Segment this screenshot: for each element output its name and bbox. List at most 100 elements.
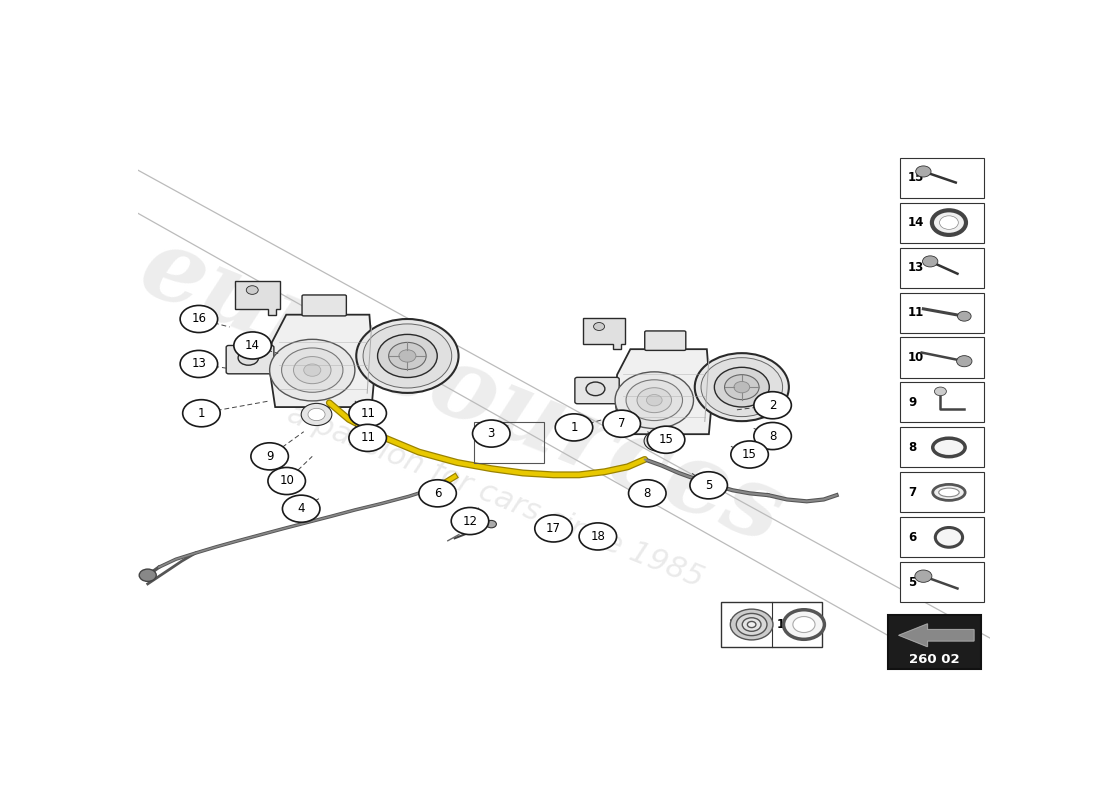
Circle shape (742, 618, 761, 631)
Bar (474, 422, 544, 462)
Circle shape (935, 387, 946, 396)
Circle shape (238, 350, 258, 365)
Ellipse shape (933, 484, 965, 501)
Bar (901, 472, 984, 513)
Bar (901, 427, 984, 467)
Text: 5: 5 (705, 479, 713, 492)
Text: 260 02: 260 02 (910, 653, 960, 666)
Circle shape (754, 392, 791, 418)
Circle shape (556, 414, 593, 441)
Text: 7: 7 (618, 418, 626, 430)
Circle shape (473, 420, 510, 447)
Circle shape (349, 424, 386, 451)
Circle shape (628, 480, 666, 507)
Circle shape (356, 319, 459, 393)
Text: 18: 18 (728, 618, 745, 631)
Text: 7: 7 (909, 486, 916, 499)
Circle shape (637, 388, 671, 413)
Text: 15: 15 (659, 434, 673, 446)
Text: 8: 8 (909, 441, 916, 454)
Circle shape (793, 617, 815, 633)
FancyBboxPatch shape (645, 331, 685, 350)
Circle shape (301, 403, 332, 426)
Text: 9: 9 (909, 396, 916, 409)
Text: 17: 17 (546, 522, 561, 535)
Text: 11: 11 (360, 431, 375, 444)
Circle shape (783, 610, 824, 639)
Circle shape (645, 430, 672, 451)
Circle shape (251, 443, 288, 470)
Text: 6: 6 (433, 487, 441, 500)
Circle shape (714, 367, 769, 407)
Bar (722, 602, 822, 646)
Circle shape (388, 342, 426, 370)
Circle shape (594, 322, 605, 330)
Bar (901, 518, 984, 558)
Text: 17: 17 (777, 618, 793, 631)
FancyBboxPatch shape (302, 295, 346, 316)
Circle shape (308, 408, 326, 421)
Polygon shape (235, 281, 280, 314)
Text: 18: 18 (591, 530, 605, 543)
Circle shape (647, 394, 662, 406)
Text: eurosources: eurosources (125, 218, 798, 565)
Circle shape (915, 166, 931, 177)
Circle shape (304, 364, 321, 376)
Circle shape (535, 515, 572, 542)
FancyBboxPatch shape (575, 378, 619, 404)
Circle shape (377, 334, 437, 378)
Text: 13: 13 (191, 358, 207, 370)
Circle shape (586, 382, 605, 396)
Circle shape (957, 356, 972, 366)
Circle shape (603, 410, 640, 438)
Bar (901, 158, 984, 198)
Circle shape (923, 256, 938, 267)
Bar (901, 562, 984, 602)
Circle shape (736, 614, 767, 636)
Text: 3: 3 (487, 427, 495, 440)
Circle shape (915, 570, 932, 582)
Circle shape (363, 324, 452, 388)
Polygon shape (270, 314, 375, 407)
Circle shape (730, 441, 768, 468)
Circle shape (957, 311, 971, 321)
Bar (888, 614, 981, 669)
Circle shape (734, 382, 750, 393)
Text: 15: 15 (742, 448, 757, 461)
Circle shape (626, 380, 682, 421)
Text: 10: 10 (279, 474, 294, 487)
Circle shape (486, 521, 496, 528)
Circle shape (246, 286, 258, 294)
Circle shape (282, 348, 343, 392)
Polygon shape (899, 624, 974, 646)
FancyBboxPatch shape (227, 346, 274, 374)
Text: 16: 16 (191, 313, 207, 326)
Text: 1: 1 (570, 421, 578, 434)
Circle shape (399, 350, 416, 362)
Bar (901, 338, 984, 378)
Text: 1: 1 (198, 406, 206, 420)
Polygon shape (583, 318, 625, 349)
Text: 8: 8 (644, 487, 651, 500)
Text: 14: 14 (909, 216, 924, 229)
Circle shape (140, 569, 156, 582)
Text: 8: 8 (769, 430, 777, 442)
Bar (901, 247, 984, 287)
Text: 13: 13 (909, 261, 924, 274)
Circle shape (939, 216, 958, 230)
Text: 4: 4 (297, 502, 305, 515)
Circle shape (615, 372, 693, 429)
Circle shape (180, 306, 218, 333)
Circle shape (695, 353, 789, 421)
Circle shape (701, 358, 782, 417)
Text: 2: 2 (769, 398, 777, 412)
Circle shape (451, 507, 488, 534)
Circle shape (754, 422, 791, 450)
Circle shape (419, 480, 456, 507)
Circle shape (183, 400, 220, 426)
Text: 10: 10 (909, 351, 924, 364)
Text: a passion for cars since 1985: a passion for cars since 1985 (283, 399, 708, 594)
Circle shape (650, 435, 666, 446)
Bar (901, 202, 984, 242)
Text: 15: 15 (909, 171, 924, 184)
